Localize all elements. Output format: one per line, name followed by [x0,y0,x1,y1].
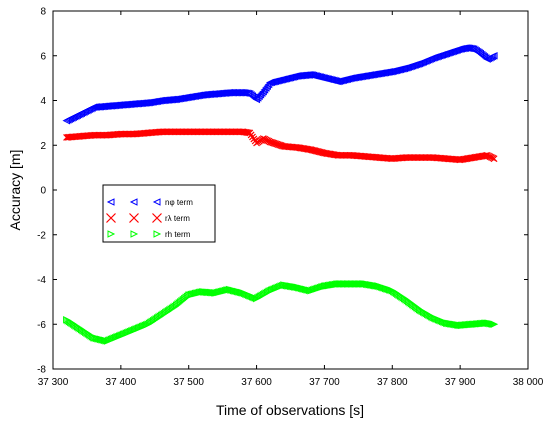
legend-marker [106,213,116,223]
series-1 [62,44,498,125]
legend-label: rλ term [165,214,190,223]
legend-box [102,184,216,243]
y-axis-title: Accuracy [m] [7,150,23,231]
x-tick-label: 37 700 [309,377,340,388]
y-tick-label: -8 [37,365,46,376]
data-point [489,51,498,60]
x-tick-label: 37 900 [445,377,476,388]
x-tick-label: 37 600 [241,377,272,388]
y-tick-label: -4 [37,275,46,286]
y-tick-label: 2 [40,141,46,152]
x-tick-label: 37 300 [38,377,69,388]
y-tick-label: 6 [40,51,46,62]
series-3 [63,280,499,345]
axis-ticks: 37 300 37 400 37 500 37 600 37 700 37 800 37 9… [37,7,544,389]
x-tick-label: 37 800 [377,377,408,388]
x-axis-title: Time of observations [s] [216,402,364,418]
data-point [490,155,498,163]
legend-marker [107,230,116,238]
data-point [490,320,499,329]
legend-label: rh term [165,230,191,239]
x-tick-label: 38 000 [513,377,544,388]
data-point [257,89,266,97]
data-point [255,92,263,101]
x-tick-label: 37 500 [173,377,204,388]
y-tick-label: 8 [40,7,46,18]
legend-marker [152,213,162,223]
legend-marker [153,230,162,238]
data-point [256,90,265,99]
data-point [252,95,261,104]
legend-marker [152,198,161,206]
y-tick-label: -2 [37,230,46,241]
legend-marker [106,198,115,206]
legend-marker [129,198,138,206]
legend-label: nφ term [165,198,193,207]
y-tick-label: -6 [37,320,46,331]
x-tick-label: 37 400 [106,377,137,388]
legend-marker [130,230,139,238]
legend-marker [129,213,139,223]
data-point [253,94,262,102]
legend: nφ term rλ term rh term [102,184,216,243]
series-2 [63,128,498,164]
y-tick-label: 4 [40,96,46,107]
series-layer [62,44,499,345]
y-tick-label: 0 [40,186,46,197]
